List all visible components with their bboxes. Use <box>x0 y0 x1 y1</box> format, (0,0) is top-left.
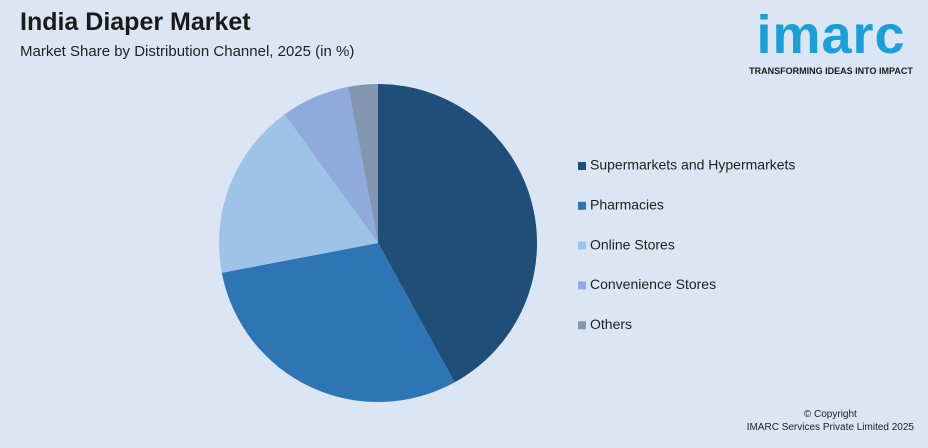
pie-slice <box>378 84 537 383</box>
legend-swatch <box>578 281 586 290</box>
legend-label: Others <box>590 316 632 332</box>
legend-label: Pharmacies <box>590 197 664 213</box>
copyright: © Copyright <box>803 409 857 420</box>
chart-subtitle: Market Share by Distribution Channel, 20… <box>20 43 355 60</box>
legend-label: Convenience Stores <box>590 276 716 292</box>
logo-word: imarc <box>756 5 906 65</box>
footer: © Copyright IMARC Services Private Limit… <box>747 408 914 434</box>
logo: imarc TRANSFORMING IDEAS INTO IMPACT <box>742 4 920 76</box>
legend-label: Online Stores <box>590 236 675 252</box>
legend-swatch <box>578 241 586 250</box>
legend-swatch <box>578 162 586 170</box>
pie-slice <box>219 114 378 273</box>
chart-title: India Diaper Market <box>20 8 251 36</box>
pie-slice <box>284 86 378 243</box>
pie-slice <box>221 243 455 402</box>
legend-swatch <box>578 321 586 330</box>
legend-swatch <box>578 201 586 210</box>
legend-label: Supermarkets and Hypermarkets <box>590 157 795 173</box>
pie-slice <box>348 84 378 243</box>
company: IMARC Services Private Limited 2025 <box>746 422 914 433</box>
logo-tagline: TRANSFORMING IDEAS INTO IMPACT <box>749 66 913 76</box>
